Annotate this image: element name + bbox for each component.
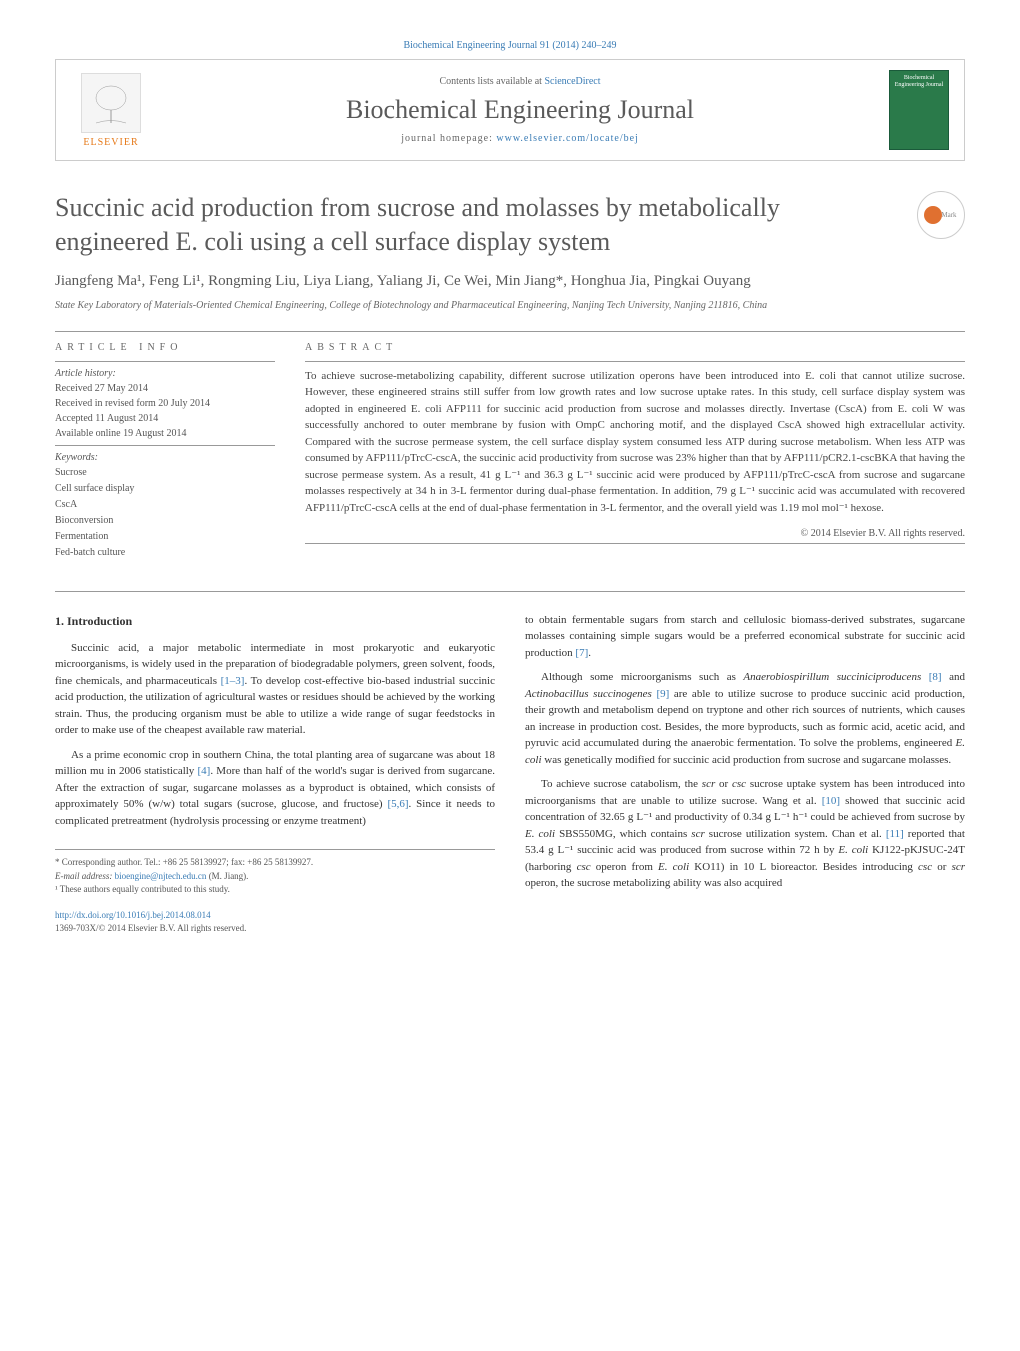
ref-link[interactable]: [10] xyxy=(822,795,840,807)
equal-contrib-note: ¹ These authors equally contributed to t… xyxy=(55,883,495,897)
crossmark-circle-icon xyxy=(924,206,942,224)
abstract-text: To achieve sucrose-metabolizing capabili… xyxy=(305,368,965,517)
contents-prefix: Contents lists available at xyxy=(439,76,544,87)
elsevier-tree-icon xyxy=(81,73,141,133)
ref-link[interactable]: [11] xyxy=(886,828,904,840)
keyword: Sucrose xyxy=(55,465,275,481)
left-column: 1. Introduction Succinic acid, a major m… xyxy=(55,612,495,936)
email-link[interactable]: bioengine@njtech.edu.cn xyxy=(115,871,207,881)
ref-link[interactable]: [4] xyxy=(198,765,211,777)
contents-available-line: Contents lists available at ScienceDirec… xyxy=(151,76,889,87)
info-abstract-row: ARTICLE INFO Article history: Received 2… xyxy=(55,342,965,561)
body-paragraph: to obtain fermentable sugars from starch… xyxy=(525,612,965,662)
ref-link[interactable]: [7] xyxy=(575,647,588,659)
article-info-block: ARTICLE INFO Article history: Received 2… xyxy=(55,342,275,561)
article-info-label: ARTICLE INFO xyxy=(55,342,275,353)
cover-text: Biochemical Engineering Journal xyxy=(894,75,944,89)
section-heading-intro: 1. Introduction xyxy=(55,612,495,630)
corresponding-author: * Corresponding author. Tel.: +86 25 581… xyxy=(55,856,495,870)
history-revised: Received in revised form 20 July 2014 xyxy=(55,396,275,411)
keywords-list: Sucrose Cell surface display CscA Biocon… xyxy=(55,465,275,561)
abstract-divider xyxy=(305,361,965,362)
right-column: to obtain fermentable sugars from starch… xyxy=(525,612,965,936)
ref-link[interactable]: [1–3] xyxy=(221,675,245,687)
email-line: E-mail address: bioengine@njtech.edu.cn … xyxy=(55,870,495,884)
info-divider xyxy=(55,445,275,446)
abstract-block: ABSTRACT To achieve sucrose-metabolizing… xyxy=(305,342,965,561)
email-label: E-mail address: xyxy=(55,871,115,881)
article-title: Succinic acid production from sucrose an… xyxy=(55,191,897,259)
ref-link[interactable]: [5,6] xyxy=(387,798,408,810)
authors-line: Jiangfeng Ma¹, Feng Li¹, Rongming Liu, L… xyxy=(55,271,965,292)
divider xyxy=(55,331,965,332)
info-divider xyxy=(55,361,275,362)
abstract-copyright: © 2014 Elsevier B.V. All rights reserved… xyxy=(305,528,965,539)
ref-link[interactable]: [9] xyxy=(656,688,669,700)
body-paragraph: As a prime economic crop in southern Chi… xyxy=(55,747,495,830)
journal-header-box: ELSEVIER Contents lists available at Sci… xyxy=(55,59,965,161)
body-columns: 1. Introduction Succinic acid, a major m… xyxy=(55,612,965,936)
keyword: Fermentation xyxy=(55,529,275,545)
history-accepted: Accepted 11 August 2014 xyxy=(55,411,275,426)
journal-name: Biochemical Engineering Journal xyxy=(151,95,889,125)
citation-line: Biochemical Engineering Journal 91 (2014… xyxy=(55,40,965,59)
abstract-label: ABSTRACT xyxy=(305,342,965,353)
title-row: Succinic acid production from sucrose an… xyxy=(55,191,965,259)
history-heading: Article history: xyxy=(55,368,275,379)
keyword: Cell surface display xyxy=(55,481,275,497)
divider xyxy=(55,591,965,592)
elsevier-label: ELSEVIER xyxy=(83,137,138,148)
keyword: Bioconversion xyxy=(55,513,275,529)
crossmark-badge[interactable]: CrossMark xyxy=(917,191,965,239)
body-paragraph: Although some microorganisms such as Ana… xyxy=(525,669,965,768)
sciencedirect-link[interactable]: ScienceDirect xyxy=(544,76,600,87)
email-suffix: (M. Jiang). xyxy=(206,871,248,881)
keywords-heading: Keywords: xyxy=(55,452,275,463)
elsevier-logo: ELSEVIER xyxy=(71,73,151,148)
page-container: Biochemical Engineering Journal 91 (2014… xyxy=(0,0,1020,966)
affiliation: State Key Laboratory of Materials-Orient… xyxy=(55,300,965,311)
history-online: Available online 19 August 2014 xyxy=(55,426,275,441)
homepage-prefix: journal homepage: xyxy=(401,133,496,144)
ref-link[interactable]: [8] xyxy=(929,671,942,683)
keyword: Fed-batch culture xyxy=(55,545,275,561)
issn-copyright: 1369-703X/© 2014 Elsevier B.V. All right… xyxy=(55,922,495,936)
history-received: Received 27 May 2014 xyxy=(55,381,275,396)
abstract-divider-bottom xyxy=(305,543,965,544)
body-paragraph: Succinic acid, a major metabolic interme… xyxy=(55,640,495,739)
journal-cover-thumbnail: Biochemical Engineering Journal xyxy=(889,70,949,150)
journal-homepage-line: journal homepage: www.elsevier.com/locat… xyxy=(151,133,889,144)
doi-block: http://dx.doi.org/10.1016/j.bej.2014.08.… xyxy=(55,909,495,936)
homepage-link[interactable]: www.elsevier.com/locate/bej xyxy=(496,133,638,144)
doi-link[interactable]: http://dx.doi.org/10.1016/j.bej.2014.08.… xyxy=(55,909,495,923)
keyword: CscA xyxy=(55,497,275,513)
header-center: Contents lists available at ScienceDirec… xyxy=(151,76,889,144)
body-paragraph: To achieve sucrose catabolism, the scr o… xyxy=(525,776,965,892)
footer-notes: * Corresponding author. Tel.: +86 25 581… xyxy=(55,849,495,897)
